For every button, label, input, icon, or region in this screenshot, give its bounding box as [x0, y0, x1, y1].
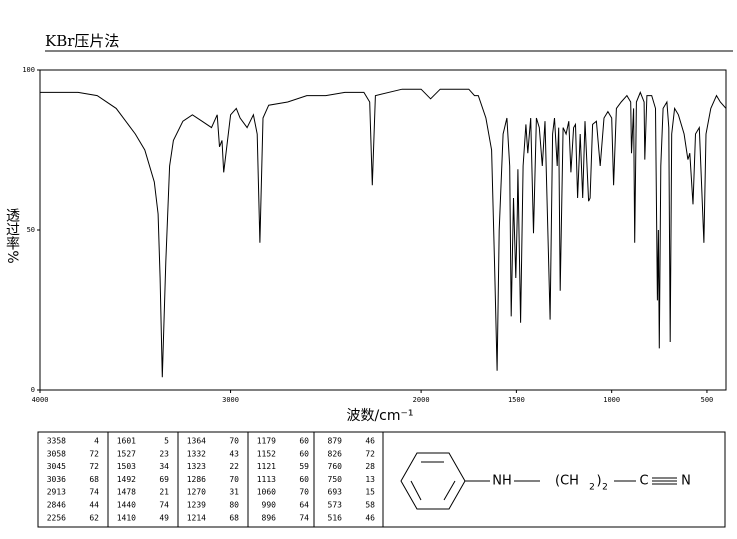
peak-transmittance: 49 [159, 513, 169, 522]
peak-transmittance: 44 [89, 501, 99, 510]
peak-wavenumber: 750 [328, 475, 343, 484]
peak-transmittance: 60 [299, 475, 309, 484]
peak-wavenumber: 693 [328, 488, 343, 497]
peak-wavenumber: 879 [328, 437, 343, 446]
peak-transmittance: 22 [229, 462, 239, 471]
peak-transmittance: 62 [89, 513, 99, 522]
peak-wavenumber: 1152 [257, 449, 276, 458]
peak-transmittance: 46 [365, 437, 375, 446]
peak-transmittance: 15 [365, 488, 375, 497]
peak-wavenumber: 573 [328, 501, 343, 510]
peak-transmittance: 72 [89, 462, 99, 471]
peak-transmittance: 68 [89, 475, 99, 484]
chart-title: KBr压片法 [45, 32, 119, 50]
structure-label: ) [596, 474, 601, 489]
peak-wavenumber: 896 [262, 513, 277, 522]
peak-wavenumber: 826 [328, 449, 343, 458]
peak-wavenumber: 760 [328, 462, 343, 471]
peak-wavenumber: 1121 [257, 462, 276, 471]
x-tick-label: 1500 [508, 396, 525, 404]
peak-transmittance: 70 [229, 437, 239, 446]
peak-transmittance: 59 [299, 462, 309, 471]
peak-wavenumber: 2913 [47, 488, 66, 497]
x-tick-label: 4000 [32, 396, 49, 404]
peak-transmittance: 31 [229, 488, 239, 497]
structure-label: C [639, 474, 648, 489]
peak-transmittance: 58 [365, 501, 375, 510]
peak-transmittance: 60 [299, 437, 309, 446]
peak-wavenumber: 1503 [117, 462, 136, 471]
peak-wavenumber: 3358 [47, 437, 66, 446]
peak-transmittance: 34 [159, 462, 169, 471]
peak-wavenumber: 1323 [187, 462, 206, 471]
peak-transmittance: 64 [299, 501, 309, 510]
x-tick-label: 500 [701, 396, 714, 404]
structure-label: 2 [589, 483, 595, 493]
peak-wavenumber: 516 [328, 513, 343, 522]
peak-transmittance: 46 [365, 513, 375, 522]
peak-wavenumber: 1270 [187, 488, 206, 497]
y-axis-label: 透过率% [4, 208, 20, 263]
structure-label: (CH [555, 474, 579, 489]
peak-wavenumber: 3058 [47, 449, 66, 458]
peak-transmittance: 4 [94, 437, 99, 446]
x-tick-label: 1000 [603, 396, 620, 404]
plot-frame [39, 69, 727, 391]
peak-transmittance: 72 [89, 449, 99, 458]
peak-transmittance: 69 [159, 475, 169, 484]
peak-wavenumber: 1332 [187, 449, 206, 458]
structure-label: N [681, 474, 691, 489]
y-tick-label: 100 [22, 66, 35, 74]
y-tick-label: 0 [31, 386, 35, 394]
peak-wavenumber: 1060 [257, 488, 276, 497]
peak-wavenumber: 1492 [117, 475, 136, 484]
peak-transmittance: 23 [159, 449, 169, 458]
peak-wavenumber: 1410 [117, 513, 136, 522]
peak-wavenumber: 1601 [117, 437, 136, 446]
peak-transmittance: 74 [89, 488, 99, 497]
peak-wavenumber: 1214 [187, 513, 206, 522]
peak-transmittance: 68 [229, 513, 239, 522]
peak-wavenumber: 3045 [47, 462, 66, 471]
peak-transmittance: 43 [229, 449, 239, 458]
table-frame [37, 431, 726, 528]
peak-transmittance: 13 [365, 475, 375, 484]
peak-transmittance: 72 [365, 449, 375, 458]
peak-wavenumber: 2256 [47, 513, 66, 522]
benzene-ring [400, 452, 677, 510]
peak-wavenumber: 1239 [187, 501, 206, 510]
peak-wavenumber: 1113 [257, 475, 276, 484]
peak-transmittance: 5 [164, 437, 169, 446]
y-tick-label: 50 [27, 226, 35, 234]
peak-wavenumber: 1286 [187, 475, 206, 484]
spectrum-line [40, 88, 727, 378]
peak-wavenumber: 1527 [117, 449, 136, 458]
peak-transmittance: 21 [159, 488, 169, 497]
x-axis-label: 波数/cm⁻¹ [346, 408, 413, 424]
structure-label: 2 [602, 483, 608, 493]
peak-wavenumber: 1440 [117, 501, 136, 510]
peak-transmittance: 60 [299, 449, 309, 458]
peak-transmittance: 70 [299, 488, 309, 497]
peak-transmittance: 74 [299, 513, 309, 522]
peak-wavenumber: 1478 [117, 488, 136, 497]
structure-label: NH [492, 474, 512, 489]
peak-wavenumber: 1364 [187, 437, 206, 446]
x-tick-label: 2000 [413, 396, 430, 404]
peak-wavenumber: 990 [262, 501, 277, 510]
peak-transmittance: 70 [229, 475, 239, 484]
peak-transmittance: 80 [229, 501, 239, 510]
peak-transmittance: 74 [159, 501, 169, 510]
peak-transmittance: 28 [365, 462, 375, 471]
peak-wavenumber: 1179 [257, 437, 276, 446]
peak-wavenumber: 3036 [47, 475, 66, 484]
peak-wavenumber: 2846 [47, 501, 66, 510]
x-tick-label: 3000 [222, 396, 239, 404]
